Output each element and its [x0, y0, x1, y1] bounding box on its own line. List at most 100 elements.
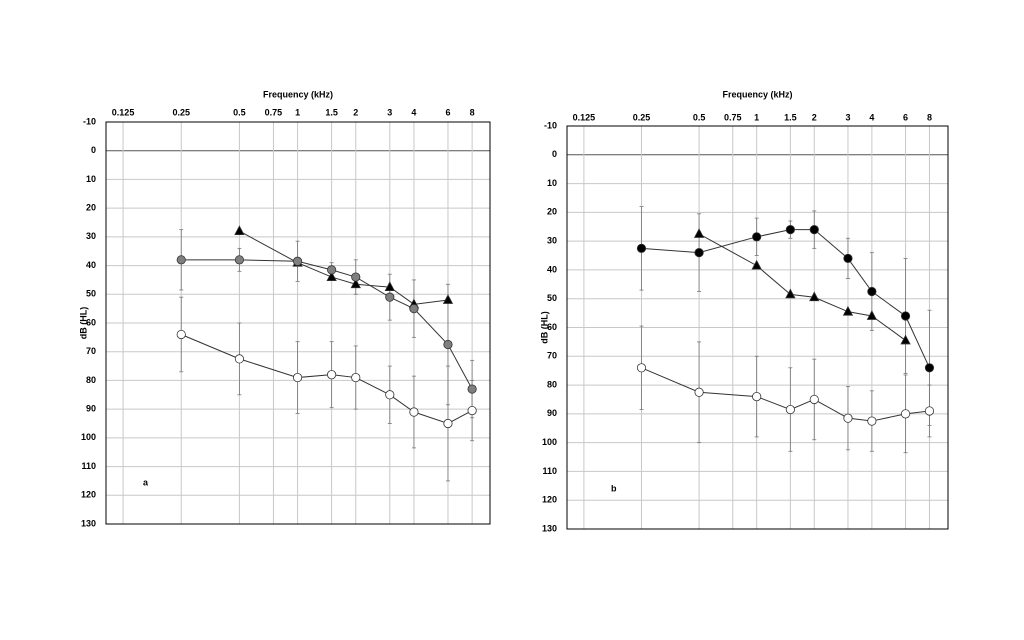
y-tick-label: 120	[542, 495, 557, 505]
panel-label: a	[143, 477, 149, 487]
series-line	[181, 259, 473, 390]
x-tick-label: 6	[903, 112, 908, 122]
circle-marker	[867, 286, 877, 297]
circle-marker	[176, 329, 186, 340]
y-tick-label: 70	[86, 346, 96, 356]
x-tick-label: 0.25	[172, 107, 190, 117]
y-tick-label: 70	[547, 351, 557, 361]
triangle-marker	[866, 310, 878, 320]
circle-marker	[351, 272, 361, 282]
x-tick-label: 0.75	[724, 112, 742, 122]
circle-marker	[636, 243, 647, 253]
circle-marker	[694, 248, 704, 258]
x-tick-label: 0.125	[112, 107, 135, 117]
circle-marker	[752, 391, 762, 402]
y-tick-label: 30	[547, 236, 557, 246]
y-axis-label: dB (HL)	[78, 307, 88, 340]
panel-label: b	[611, 483, 617, 493]
circle-marker	[467, 405, 477, 416]
chart-title: Frequency (kHz)	[722, 89, 792, 99]
x-tick-label: 2	[353, 107, 358, 117]
circle-marker	[900, 409, 911, 419]
triangle-marker	[900, 334, 911, 345]
circle-marker	[176, 255, 186, 265]
series-line	[239, 230, 449, 305]
circle-marker	[843, 413, 853, 423]
x-tick-label: 0.125	[573, 112, 596, 122]
circle-marker	[292, 372, 303, 383]
triangle-marker	[442, 294, 454, 304]
circle-marker	[385, 390, 395, 400]
x-tick-label: 3	[387, 107, 392, 117]
plot-frame	[105, 121, 491, 525]
circle-marker	[327, 265, 337, 275]
circle-marker	[785, 225, 795, 235]
circle-marker	[843, 253, 853, 264]
circle-marker	[292, 256, 303, 266]
series-line	[641, 367, 930, 422]
circle-marker	[924, 363, 935, 373]
triangle-marker	[234, 225, 245, 236]
circle-marker	[636, 363, 647, 373]
x-tick-label: 1	[295, 107, 300, 117]
y-tick-label: 60	[547, 322, 557, 332]
y-tick-label: 60	[86, 317, 96, 327]
x-tick-label: 2	[812, 112, 817, 122]
circle-marker	[385, 292, 395, 302]
triangle-marker	[350, 278, 361, 289]
series-line	[698, 233, 906, 341]
x-tick-label: 3	[845, 112, 850, 122]
circle-marker	[327, 370, 337, 380]
circle-marker	[867, 416, 877, 426]
y-tick-label: 110	[81, 461, 96, 471]
circle-marker	[443, 339, 453, 350]
y-tick-label: 30	[86, 231, 96, 241]
circle-marker	[809, 225, 819, 235]
circle-marker	[924, 406, 935, 416]
y-tick-label: 50	[86, 289, 96, 299]
series-line	[181, 334, 473, 425]
circle-marker	[409, 407, 419, 417]
y-tick-label: 80	[547, 379, 557, 389]
triangle-marker	[384, 281, 395, 292]
audiogram: -10 0 10 20 30 40 50 60 70 80 90 100 110 120 130 0.125 0…	[78, 89, 491, 528]
y-tick-label: 110	[542, 466, 557, 476]
x-tick-label: 1	[754, 112, 759, 122]
y-tick-label: 40	[86, 260, 96, 270]
y-tick-label: 10	[547, 178, 557, 188]
y-tick-label: 120	[81, 490, 96, 500]
x-tick-label: 4	[869, 112, 874, 122]
chart-title: Frequency (kHz)	[263, 89, 333, 99]
y-tick-label: 50	[547, 293, 557, 303]
y-axis-label: dB (HL)	[539, 311, 549, 344]
triangle-marker	[809, 291, 820, 302]
x-tick-label: 0.5	[233, 107, 246, 117]
x-tick-label: 8	[927, 112, 932, 122]
y-tick-label: 90	[547, 408, 557, 418]
y-tick-label: 90	[86, 404, 96, 414]
triangle-marker	[693, 228, 705, 238]
circle-marker	[694, 387, 704, 397]
y-tick-label: 130	[81, 518, 96, 528]
plot-frame	[566, 125, 949, 530]
audiogram: -10 0 10 20 30 40 50 60 70 80 90 100 110 120 130 0.125 0…	[539, 89, 949, 533]
triangle-marker	[751, 259, 762, 270]
circle-marker	[234, 354, 245, 364]
circle-marker	[409, 304, 419, 314]
x-tick-label: 1.5	[325, 107, 338, 117]
x-tick-label: 8	[470, 107, 475, 117]
y-tick-label: 0	[91, 145, 96, 155]
y-tick-label: 0	[552, 149, 557, 159]
circle-marker	[443, 418, 453, 429]
y-tick-label: 40	[547, 264, 557, 274]
y-tick-label: 100	[81, 432, 96, 442]
circle-marker	[351, 372, 361, 383]
x-tick-label: 4	[411, 107, 416, 117]
x-tick-label: 0.25	[633, 112, 651, 122]
y-tick-label: 20	[547, 207, 557, 217]
y-tick-label: 20	[86, 203, 96, 213]
circle-marker	[752, 232, 762, 242]
x-tick-label: 0.5	[693, 112, 706, 122]
y-tick-label: 80	[86, 375, 96, 385]
